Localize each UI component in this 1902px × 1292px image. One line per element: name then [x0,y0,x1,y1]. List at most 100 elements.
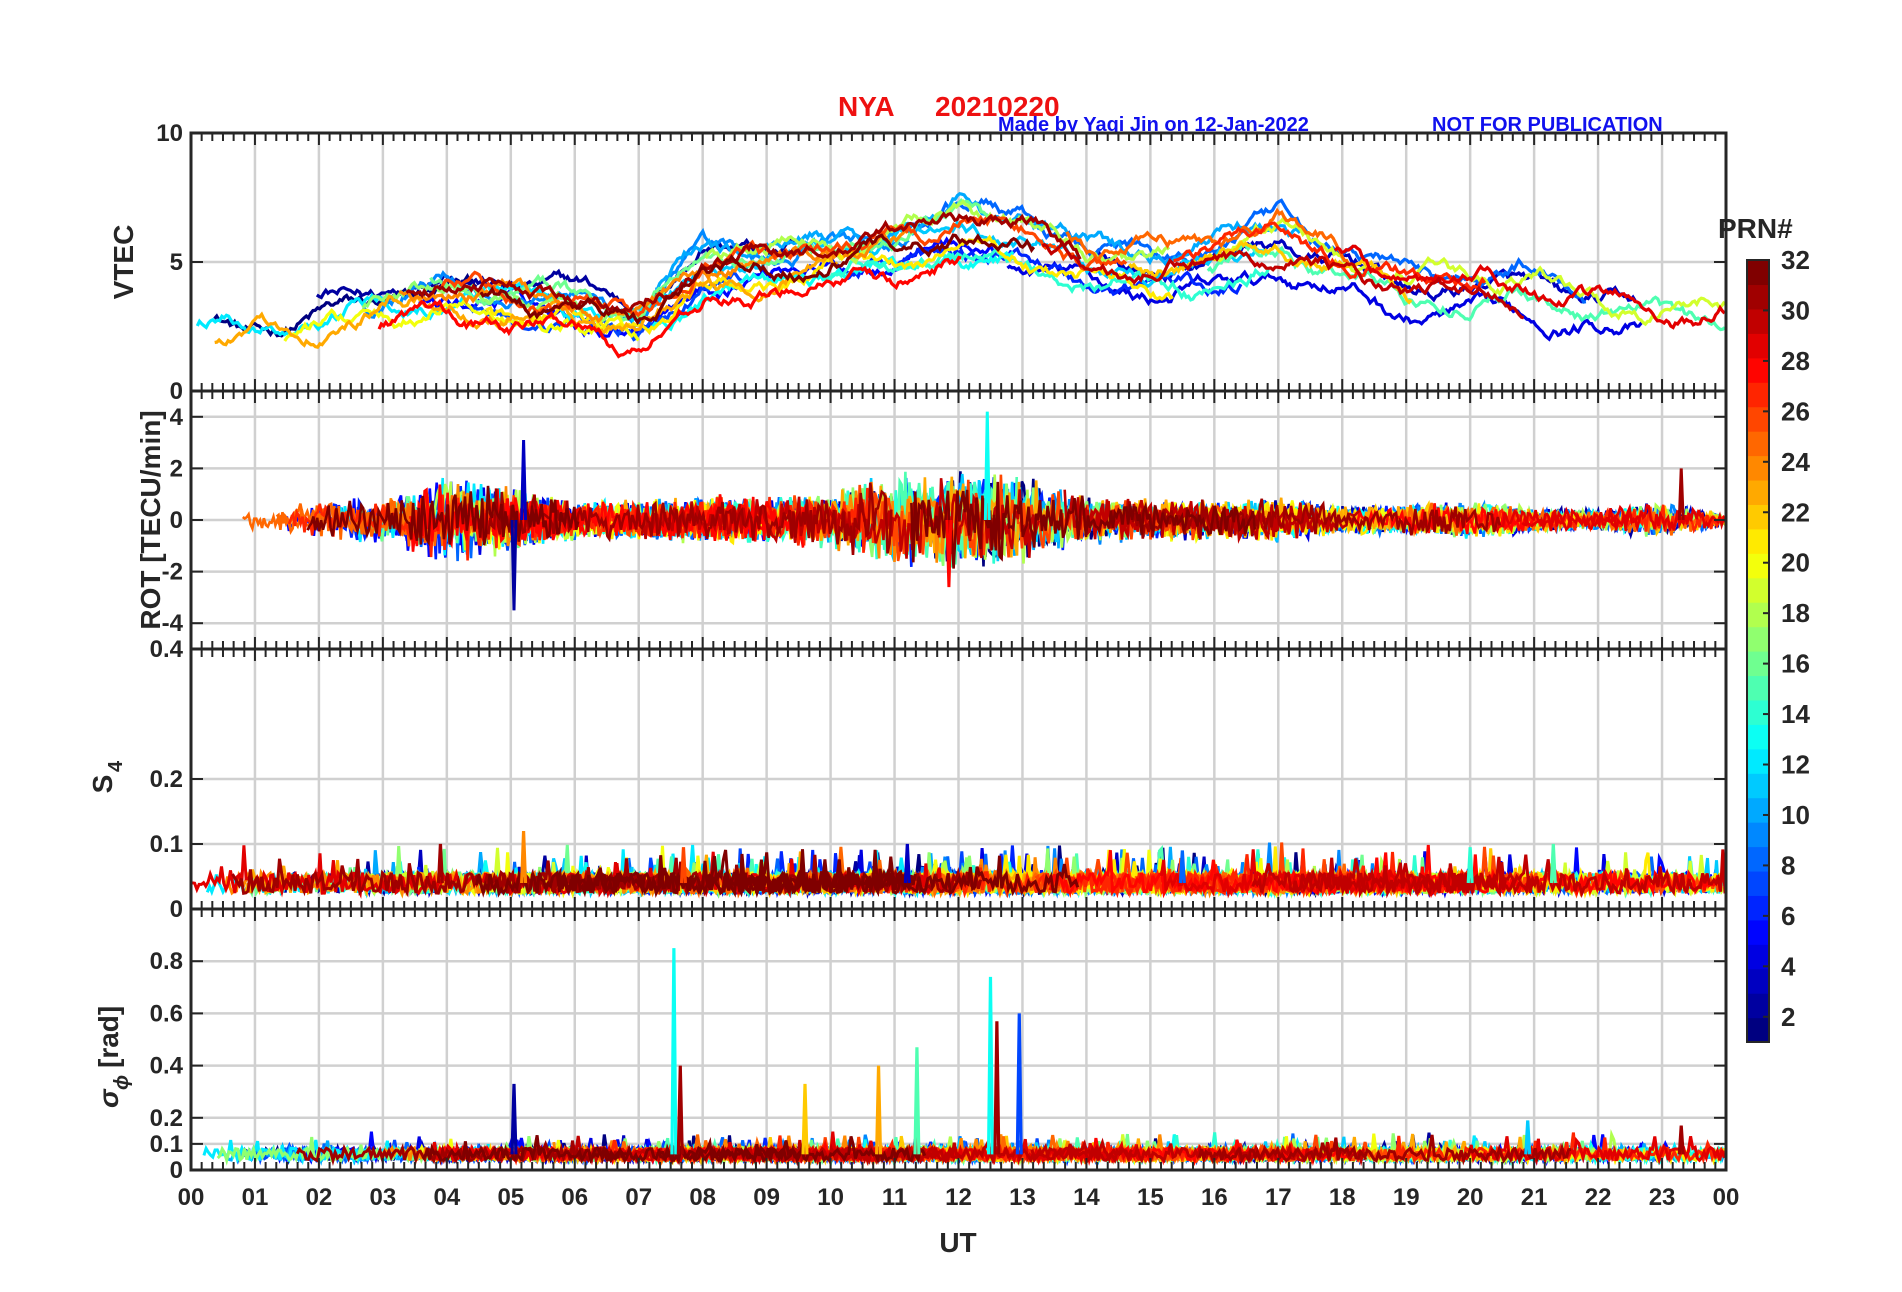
colorbar-swatch [1747,479,1769,505]
colorbar-swatch [1747,382,1769,408]
spike-prn-26 [679,847,687,884]
spike-prn-15 [913,1047,921,1155]
series-line-prn-16 [429,198,992,322]
series-group [192,830,1726,900]
spike-prn-23 [875,1065,883,1155]
series-line-prn-32 [910,481,1257,569]
series-line-prn-31 [1197,1134,1572,1166]
y-tick-label: 0 [170,507,183,534]
colorbar-swatch [1747,797,1769,823]
y-tick-label: 0 [170,896,183,923]
spike-prn-28 [945,519,953,588]
y-tick-label: 0.4 [150,1053,184,1080]
colorbar-tick-label: 26 [1781,396,1810,426]
series-line-prn-22 [1128,239,1413,305]
x-tick-label: 09 [753,1184,780,1211]
series-line-prn-2 [315,237,802,320]
colorbar-tick-label: 6 [1781,901,1795,931]
colorbar-swatch [1747,993,1769,1019]
x-tick-label: 03 [370,1184,397,1211]
spike-prn-8 [1178,850,1186,884]
svg-text:4: 4 [105,760,127,772]
plot-title-date: 20210220 [935,91,1060,122]
colorbar-tick-label: 32 [1781,245,1810,275]
y-tick-label: 0.8 [150,948,183,975]
y-tick-label: 0.1 [150,1131,183,1158]
spike-prn-13 [670,948,678,1155]
series-line-prn-30 [1030,1141,1368,1167]
colorbar-swatch [1747,528,1769,554]
colorbar-swatch [1747,968,1769,994]
colorbar-tick-label: 16 [1781,649,1810,679]
y-tick-label: 0.2 [150,766,183,793]
spike-prn-31 [1677,468,1685,521]
series-group [195,191,1726,359]
x-tick-label: 06 [561,1184,588,1211]
colorbar-swatch [1747,406,1769,432]
panel-sigma_phi: 00.10.2 0.4 0.6 0.8 [150,907,1728,1184]
colorbar-tick-label: 18 [1781,598,1810,628]
colorbar-swatch [1747,284,1769,310]
y-tick-label: 5 [170,249,183,276]
colorbar-tick-label: 22 [1781,497,1810,527]
spike-prn-15 [1549,843,1557,884]
colorbar-swatch [1747,748,1769,774]
colorbar-swatch [1747,773,1769,799]
x-tick-label: 01 [242,1184,269,1211]
x-tick-label: 10 [817,1184,844,1211]
sigma-ylabel: σ ϕ [rad] [93,1006,133,1108]
x-tick-label: 00 [1713,1184,1740,1211]
svg-text:σ: σ [93,1088,124,1108]
x-axis-label: UT [939,1227,976,1258]
x-tick-label: 14 [1073,1184,1100,1211]
x-tick-label: 20 [1457,1184,1484,1211]
y-tick-label: -4 [162,610,184,637]
x-tick-label: 18 [1329,1184,1356,1211]
colorbar-swatch [1747,870,1769,896]
x-tick-label: 13 [1009,1184,1036,1211]
svg-text:[rad]: [rad] [93,1006,124,1068]
panel-vtec: 0 5 10 [156,120,1728,405]
colorbar-swatch [1747,846,1769,872]
colorbar-tick-label: 14 [1781,699,1810,729]
series-line-prn-29 [1492,504,1641,534]
series-line-prn-32 [421,1135,627,1164]
spike-prn-3 [903,843,911,884]
colorbar-swatch [1747,260,1769,286]
series-line-prn-31 [231,858,709,898]
series-group [241,411,1726,611]
series-line-prn-32 [306,485,580,547]
y-tick-label: 0.2 [150,1105,183,1132]
y-tick-label: 0 [170,378,183,405]
x-tick-label: 21 [1521,1184,1548,1211]
colorbar-swatch [1747,822,1769,848]
credit-note: Made by Yaqi Jin on 12-Jan-2022 [998,114,1309,136]
spike-prn-14 [1466,847,1474,884]
colorbar-tick-label: 10 [1781,800,1810,830]
plot-title-station: NYA [838,91,895,122]
x-tick-label: 11 [882,1184,907,1211]
series-group [202,948,1726,1167]
rot-ylabel: ROT [TECU/min] [135,410,166,629]
colorbar-swatch [1747,577,1769,603]
spike-prn-31 [1677,1125,1685,1155]
colorbar-label: PRN# [1718,213,1793,244]
series-line-prn-30 [1251,849,1726,899]
colorbar-tick-label: 28 [1781,346,1810,376]
y-tick-label: 10 [156,120,183,147]
x-tick-label: 08 [689,1184,716,1211]
svg-text:S: S [87,775,118,794]
colorbar-tick-label: 30 [1781,295,1810,325]
colorbar-tick-label: 24 [1781,447,1810,477]
x-tick-label: 07 [625,1184,652,1211]
spike-prn-31 [436,843,444,884]
series-line-prn-14 [822,247,1271,302]
colorbar-swatch [1747,919,1769,945]
colorbar-swatch [1747,699,1769,725]
series-line-prn-23 [214,252,839,350]
spike-prn-31 [993,1021,1001,1155]
y-tick-label: 0.6 [150,1000,183,1027]
series-line-prn-28 [377,255,962,359]
